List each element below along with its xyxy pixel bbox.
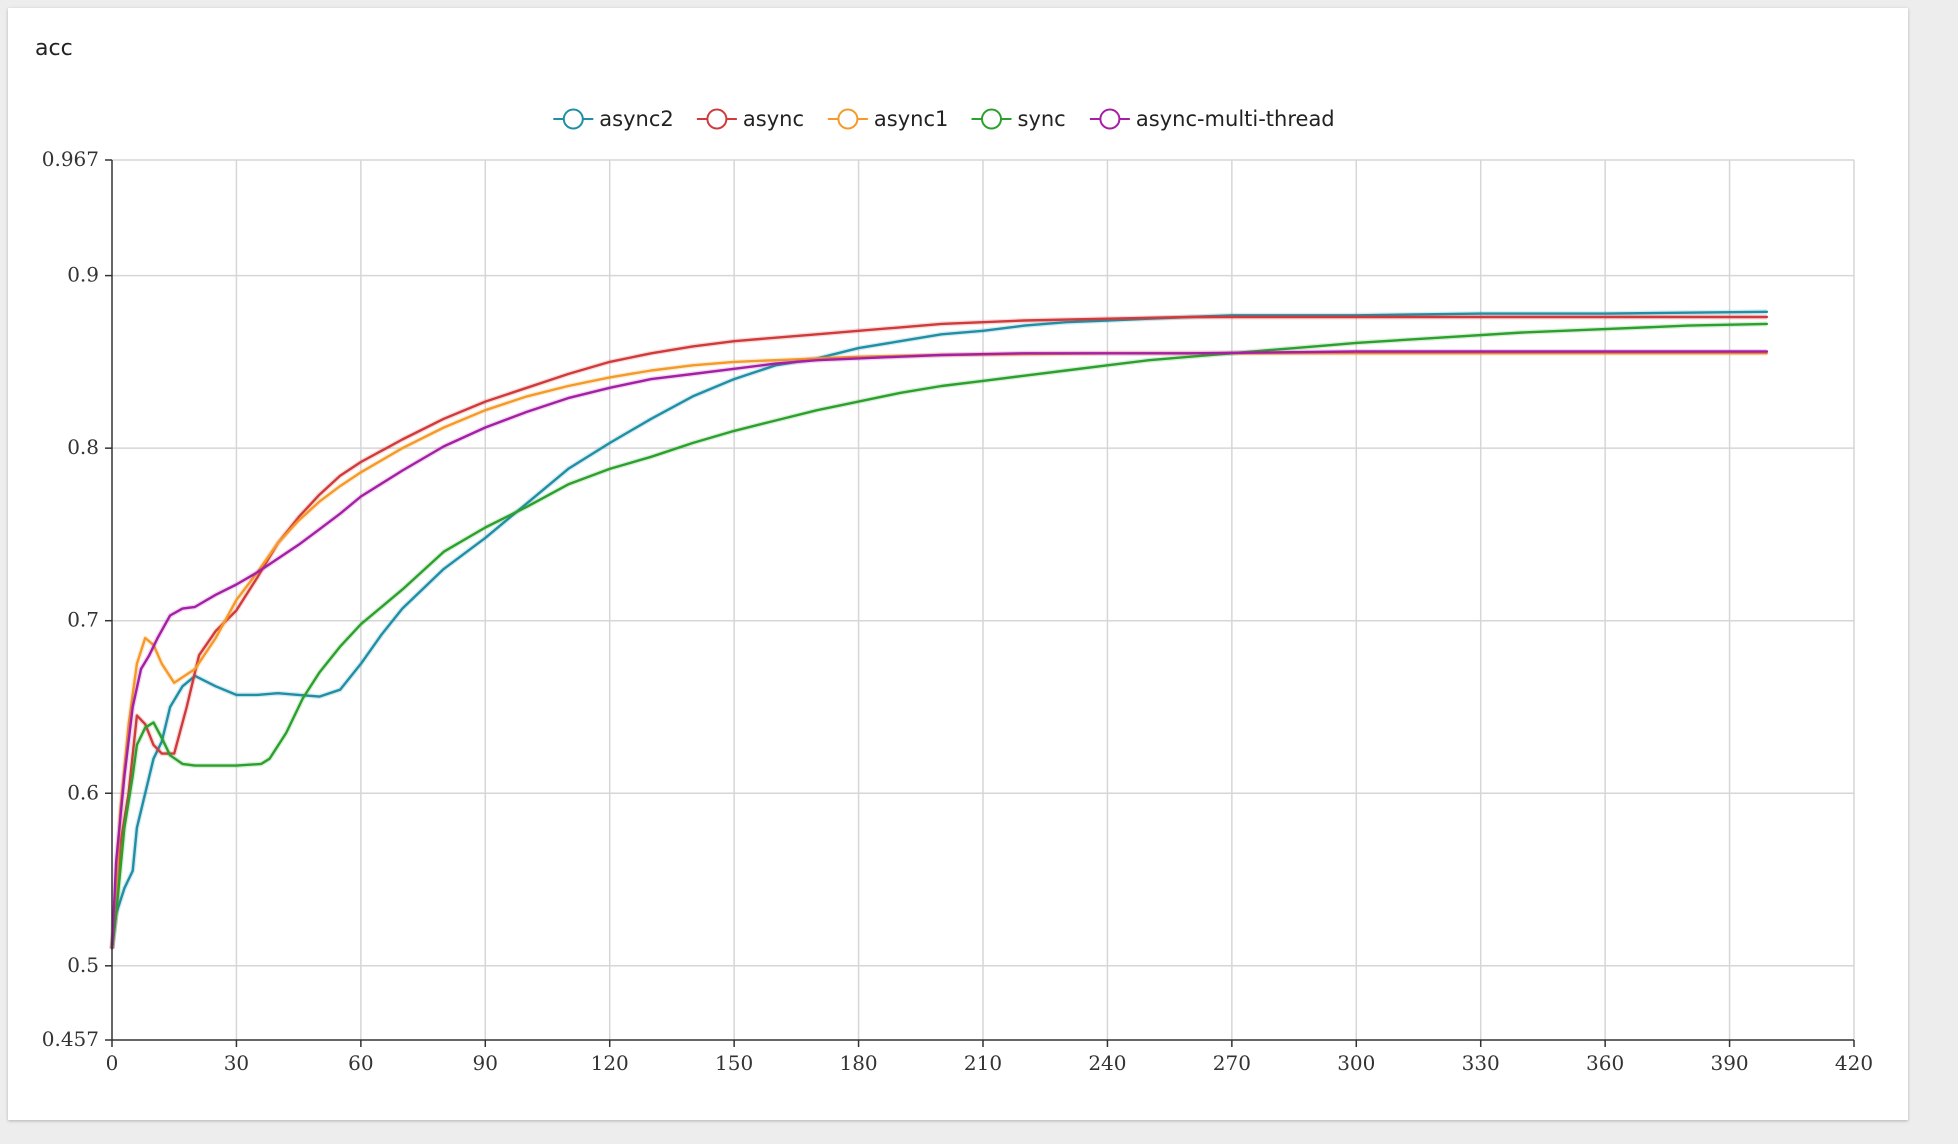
legend-label: async (743, 107, 804, 131)
x-tick-label: 150 (715, 1051, 753, 1075)
legend-item-async[interactable]: async (696, 107, 804, 131)
legend-circle-icon (706, 108, 728, 130)
series-line-async (110, 315, 1769, 950)
x-tick-label: 300 (1337, 1051, 1375, 1075)
y-tick-label: 0.9 (67, 263, 99, 287)
grid (112, 159, 1855, 1040)
legend-item-sync[interactable]: sync (971, 107, 1066, 131)
legend[interactable]: async2 async async1 sync async-multi-thread (553, 107, 1335, 131)
legend-item-async1[interactable]: async1 (827, 107, 948, 131)
x-tick-label: 180 (839, 1051, 877, 1075)
legend-circle-icon (837, 108, 859, 130)
x-tick-label: 420 (1835, 1051, 1873, 1075)
legend-label: async2 (599, 107, 673, 131)
y-tick-label: 0.8 (67, 435, 99, 459)
legend-label: async1 (874, 107, 948, 131)
x-tick-label: 270 (1213, 1051, 1251, 1075)
chart-card: acc 0 30 60 90 120 150 180 210 240 270 300 330 360 39… (8, 8, 1908, 1120)
y-tick-label: 0.457 (42, 1027, 99, 1051)
x-tick-label: 120 (591, 1051, 629, 1075)
x-tick-label: 240 (1088, 1051, 1126, 1075)
axes: 0 30 60 90 120 150 180 210 240 270 300 330 360 390 420… (42, 147, 1873, 1075)
legend-circle-icon (1099, 108, 1121, 130)
legend-item-async2[interactable]: async2 (553, 107, 674, 131)
series-line-async2 (110, 310, 1769, 950)
y-tick-label: 0.6 (67, 780, 99, 804)
x-tick-label: 30 (224, 1051, 249, 1075)
y-tick-label: 0.5 (67, 953, 99, 977)
legend-circle-icon (562, 108, 584, 130)
series-layer (109, 309, 1769, 950)
y-tick-label: 0.967 (42, 147, 99, 171)
legend-circle-icon (981, 108, 1002, 130)
series-line-async-multi-thread (110, 350, 1769, 950)
legend-label: sync (1018, 107, 1066, 131)
x-tick-label: 60 (348, 1051, 373, 1075)
x-tick-label: 210 (964, 1051, 1002, 1075)
series-line-async1 (110, 352, 1769, 950)
x-tick-label: 90 (473, 1051, 498, 1075)
x-tick-label: 330 (1462, 1051, 1500, 1075)
x-tick-label: 390 (1710, 1051, 1748, 1075)
legend-item-async-multi-thread[interactable]: async-multi-thread (1089, 107, 1335, 131)
chart-title: acc (35, 36, 73, 61)
x-tick-label: 0 (106, 1051, 119, 1075)
legend-label: async-multi-thread (1136, 107, 1335, 131)
chart-svg: 0 30 60 90 120 150 180 210 240 270 300 330 360 390 420… (42, 107, 1873, 1075)
y-tick-label: 0.7 (67, 608, 99, 632)
x-tick-label: 360 (1586, 1051, 1624, 1075)
